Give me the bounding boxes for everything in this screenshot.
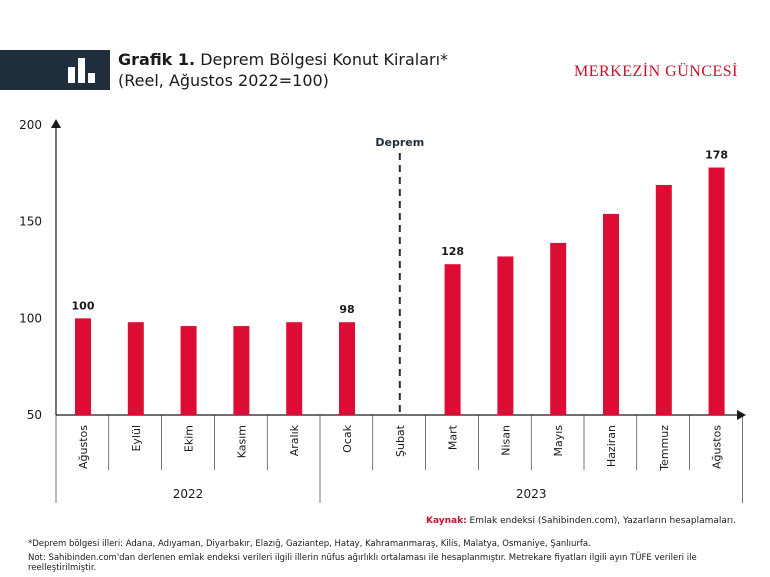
- method-note: Not: Sahibinden.com'dan derlenen emlak e…: [28, 553, 697, 573]
- y-tick-label: 150: [19, 215, 42, 229]
- year-label: 2023: [516, 487, 547, 501]
- title-text: Deprem Bölgesi Konut Kiraları*: [195, 50, 449, 69]
- y-tick-label: 100: [19, 311, 42, 325]
- bar: [655, 184, 672, 415]
- data-label: 178: [705, 149, 728, 162]
- bar: [339, 322, 355, 415]
- x-tick-label: Ağustos: [711, 425, 724, 469]
- bar: [603, 213, 619, 415]
- bar: [286, 322, 303, 415]
- x-tick-label: Ocak: [341, 424, 354, 452]
- bar: [550, 242, 567, 415]
- x-tick-label: Mayıs: [552, 425, 565, 457]
- y-tick-label: 50: [27, 408, 42, 422]
- chart-area: 50 100 150 200 100 98 128 178 Deprem Ağustos Eylül…: [19, 118, 746, 503]
- x-tick-label: Kasım: [235, 425, 248, 458]
- x-tick-label: Nisan: [499, 425, 512, 456]
- year-label: 2022: [173, 487, 204, 501]
- source-label: Kaynak:: [425, 516, 467, 526]
- data-label: 100: [72, 299, 95, 312]
- y-axis-arrow: [51, 119, 61, 128]
- bar: [180, 326, 197, 415]
- x-tick-label: Temmuz: [658, 425, 671, 472]
- x-tick-label: Şubat: [394, 424, 407, 457]
- bar: [75, 318, 91, 415]
- x-tick-label: Aralık: [288, 424, 301, 456]
- brand-name: MERKEZİN GÜNCESİ: [574, 63, 738, 80]
- data-label: 98: [339, 303, 354, 316]
- bar-chart-icon: [68, 58, 95, 83]
- bar: [444, 264, 461, 415]
- data-label: 128: [441, 245, 464, 258]
- source-text: Emlak endeksi (Sahibinden.com), Yazarlar…: [466, 516, 736, 526]
- source-note: Kaynak: Emlak endeksi (Sahibinden.com), …: [426, 516, 736, 526]
- header-bar: [0, 50, 110, 90]
- footnote: *Deprem bölgesi illeri: Adana, Adıyaman,…: [28, 539, 591, 549]
- chart-subtitle: (Reel, Ağustos 2022=100): [118, 71, 329, 90]
- bar: [233, 326, 250, 415]
- bar: [708, 167, 725, 415]
- y-tick-label: 200: [19, 118, 42, 132]
- x-tick-label: Ekim: [183, 425, 196, 452]
- x-tick-label: Haziran: [605, 425, 618, 467]
- x-tick-label: Mart: [447, 424, 460, 450]
- title-number: Grafik 1.: [118, 50, 196, 69]
- event-label: Deprem: [375, 136, 424, 149]
- chart-title: Grafik 1. Deprem Bölgesi Konut Kiraları*…: [118, 49, 498, 91]
- x-tick-label: Eylül: [130, 425, 143, 452]
- x-axis-arrow: [737, 410, 746, 420]
- bar: [127, 322, 144, 415]
- x-tick-label: Ağustos: [77, 425, 90, 469]
- bar: [497, 256, 514, 415]
